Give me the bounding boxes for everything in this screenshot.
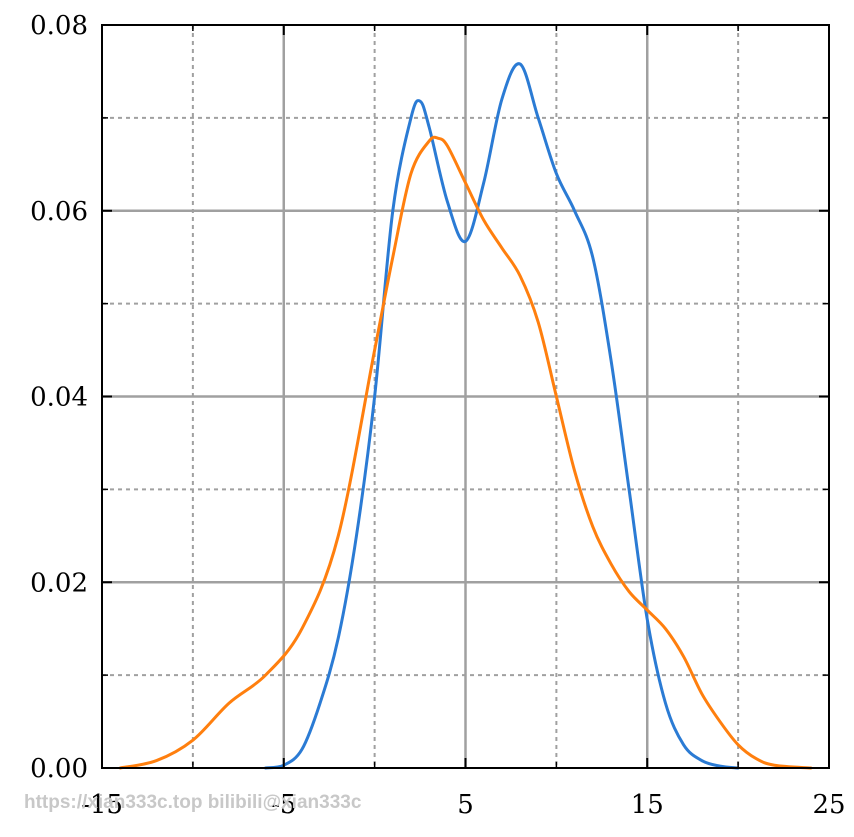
y-tick-label: 0.00 bbox=[30, 754, 88, 784]
series-line-1 bbox=[264, 62, 740, 770]
major-grid bbox=[102, 25, 829, 768]
x-tick-label: -15 bbox=[81, 790, 123, 820]
y-tick-label: 0.06 bbox=[30, 197, 88, 227]
x-tick-label: -5 bbox=[271, 790, 296, 820]
x-tick-labels: -15 -5 5 15 25 bbox=[81, 790, 845, 820]
y-tick-label: 0.04 bbox=[30, 383, 88, 413]
y-tick-label: 0.02 bbox=[30, 568, 88, 598]
axis-ticks bbox=[101, 24, 830, 769]
series-layer bbox=[118, 62, 813, 770]
watermark: https://xian333c.top bilibili@xian333c bbox=[24, 792, 362, 813]
x-tick-label: 25 bbox=[812, 790, 845, 820]
y-tick-label: 0.08 bbox=[30, 11, 88, 41]
x-tick-label: 15 bbox=[631, 790, 664, 820]
series-line-2 bbox=[118, 135, 813, 770]
y-tick-labels: 0.00 0.02 0.04 0.06 0.08 bbox=[30, 11, 88, 784]
x-tick-label: 5 bbox=[457, 790, 474, 820]
